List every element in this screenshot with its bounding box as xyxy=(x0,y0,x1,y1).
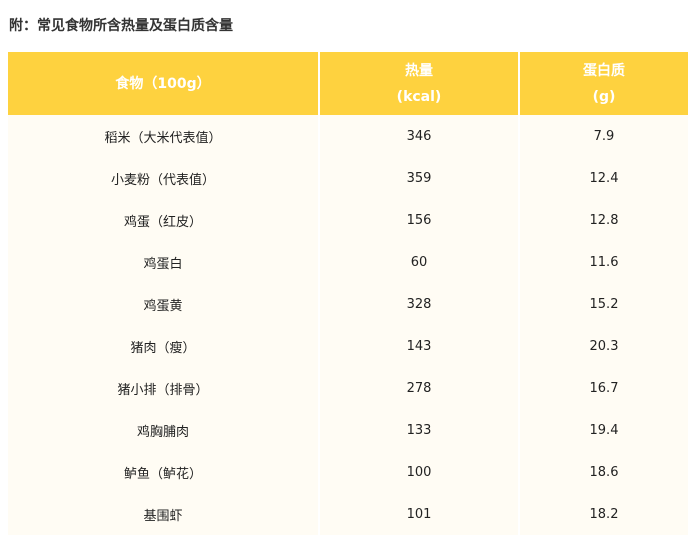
cell-protein: 19.4 xyxy=(520,409,688,451)
table-row: 猪小排（排骨） 278 16.7 xyxy=(8,367,688,409)
cell-energy: 133 xyxy=(320,409,518,451)
table-row: 稻米（大米代表值） 346 7.9 xyxy=(8,115,688,157)
header-energy-label: 热量 xyxy=(405,62,433,79)
cell-protein: 12.4 xyxy=(520,157,688,199)
cell-protein: 7.9 xyxy=(520,115,688,157)
cell-energy: 143 xyxy=(320,325,518,367)
cell-food: 鲈鱼（鲈花） xyxy=(8,451,318,493)
header-protein: 蛋白质 (g) xyxy=(520,52,688,115)
cell-food: 鸡蛋白 xyxy=(8,241,318,283)
table-row: 基围虾 101 18.2 xyxy=(8,493,688,535)
cell-food: 鸡蛋（红皮） xyxy=(8,199,318,241)
header-energy-unit: (kcal) xyxy=(396,88,442,105)
cell-energy: 101 xyxy=(320,493,518,535)
table-row: 猪肉（瘦） 143 20.3 xyxy=(8,325,688,367)
cell-energy: 278 xyxy=(320,367,518,409)
cell-food: 鸡胸脯肉 xyxy=(8,409,318,451)
table-row: 鲈鱼（鲈花） 100 18.6 xyxy=(8,451,688,493)
header-protein-unit: (g) xyxy=(592,88,616,105)
table-row: 鸡胸脯肉 133 19.4 xyxy=(8,409,688,451)
cell-protein: 15.2 xyxy=(520,283,688,325)
cell-food: 猪肉（瘦） xyxy=(8,325,318,367)
cell-food: 基围虾 xyxy=(8,493,318,535)
cell-energy: 60 xyxy=(320,241,518,283)
header-protein-label: 蛋白质 xyxy=(583,62,625,79)
table-row: 鸡蛋黄 328 15.2 xyxy=(8,283,688,325)
cell-energy: 328 xyxy=(320,283,518,325)
cell-energy: 359 xyxy=(320,157,518,199)
table-row: 鸡蛋白 60 11.6 xyxy=(8,241,688,283)
header-energy: 热量 (kcal) xyxy=(320,52,518,115)
cell-food: 鸡蛋黄 xyxy=(8,283,318,325)
table-header: 食物（100g） 热量 (kcal) 蛋白质 (g) xyxy=(8,52,688,115)
cell-food: 猪小排（排骨） xyxy=(8,367,318,409)
cell-energy: 156 xyxy=(320,199,518,241)
cell-protein: 16.7 xyxy=(520,367,688,409)
header-food: 食物（100g） xyxy=(8,52,318,115)
cell-protein: 12.8 xyxy=(520,199,688,241)
table-row: 小麦粉（代表值） 359 12.4 xyxy=(8,157,688,199)
cell-energy: 100 xyxy=(320,451,518,493)
cell-protein: 18.2 xyxy=(520,493,688,535)
cell-food: 小麦粉（代表值） xyxy=(8,157,318,199)
cell-protein: 20.3 xyxy=(520,325,688,367)
cell-protein: 18.6 xyxy=(520,451,688,493)
cell-energy: 346 xyxy=(320,115,518,157)
page-title: 附：常见食物所含热量及蛋白质含量 xyxy=(9,18,233,34)
cell-food: 稻米（大米代表值） xyxy=(8,115,318,157)
nutrition-table: 食物（100g） 热量 (kcal) 蛋白质 (g) 稻米（大米代表值） 346 7.9… xyxy=(6,52,690,535)
table-row: 鸡蛋（红皮） 156 12.8 xyxy=(8,199,688,241)
cell-protein: 11.6 xyxy=(520,241,688,283)
